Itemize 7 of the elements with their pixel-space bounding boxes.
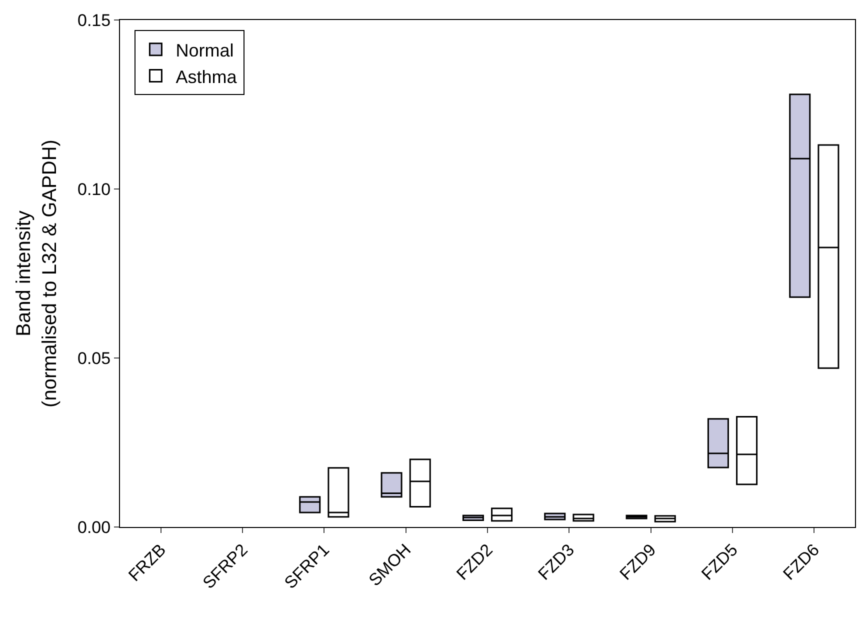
y-tick-label: 0.00 [78,518,111,537]
y-axis-title: Band intensity (normalised to L32 & GAPDH) [13,140,62,408]
legend-label: Asthma [176,66,238,87]
y-tick-label: 0.15 [78,10,111,30]
y-tick-label: 0.10 [78,180,111,199]
legend-label: Normal [176,40,234,60]
y-tick-label: 0.05 [78,348,111,368]
